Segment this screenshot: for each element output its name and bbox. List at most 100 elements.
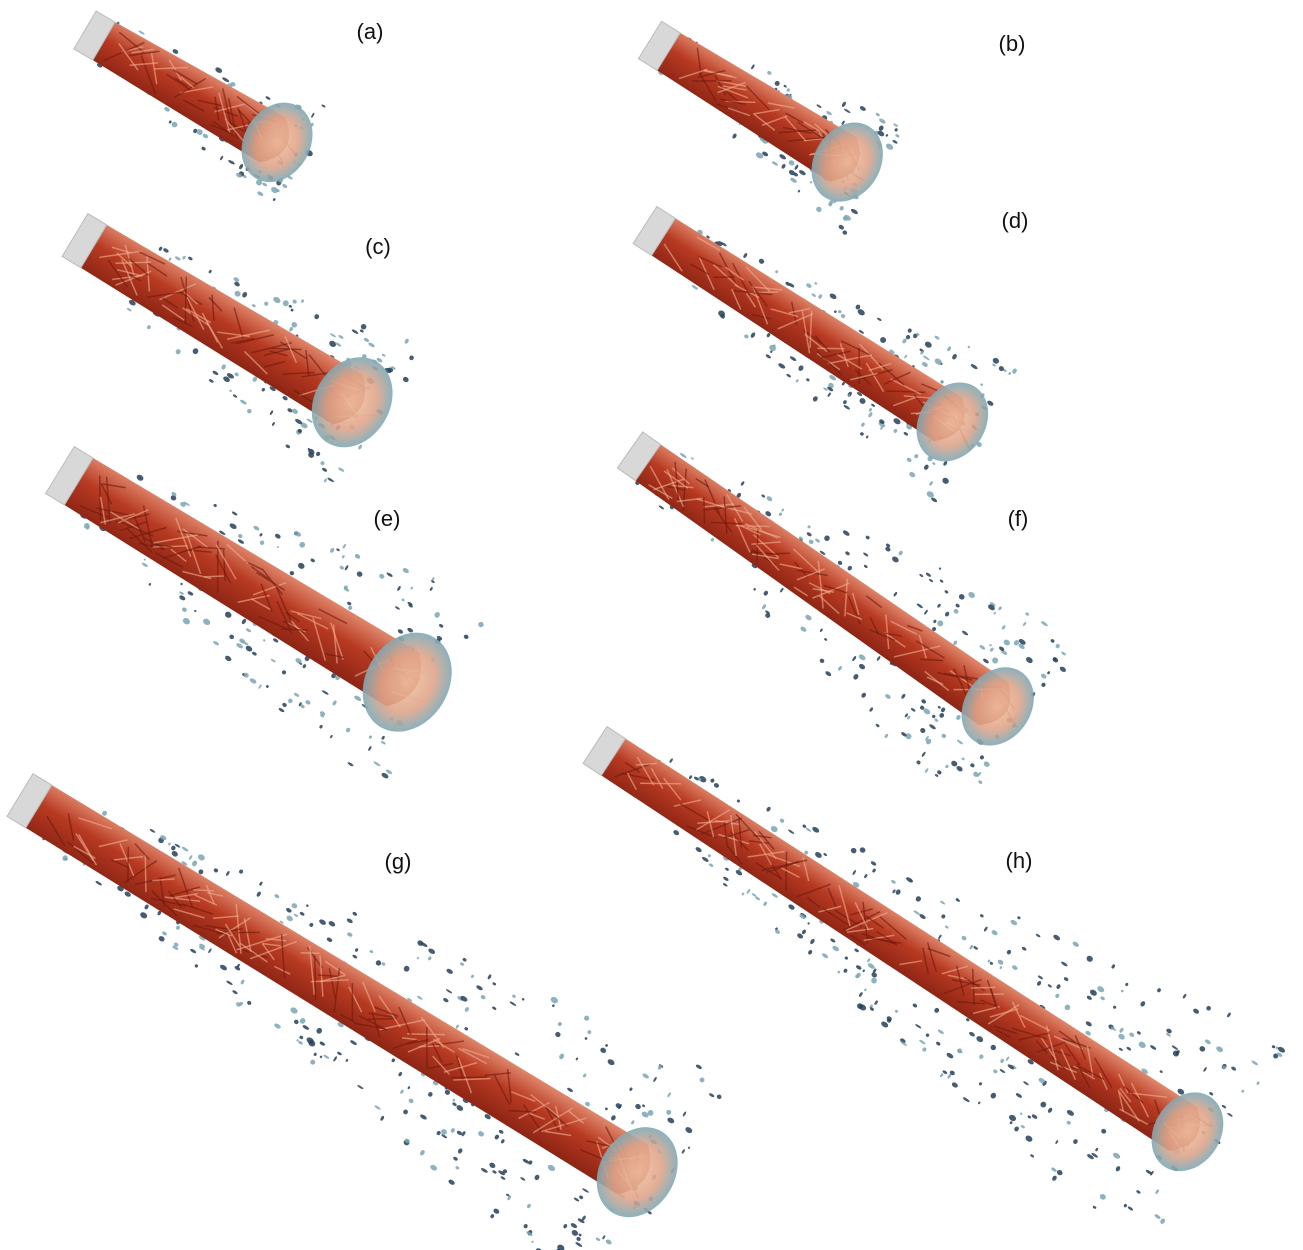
droplet <box>171 121 179 129</box>
droplet <box>263 301 269 307</box>
droplet <box>855 964 862 970</box>
droplet <box>563 1223 568 1229</box>
droplet <box>837 970 841 974</box>
droplet <box>1139 1000 1146 1007</box>
droplet <box>490 1213 495 1218</box>
droplet <box>859 846 867 854</box>
droplet <box>181 846 189 852</box>
droplet <box>850 208 859 215</box>
droplet <box>582 1188 590 1194</box>
droplet <box>346 918 353 925</box>
droplet <box>202 133 209 139</box>
droplet <box>175 925 181 931</box>
droplet <box>915 895 922 902</box>
droplet <box>327 477 335 483</box>
droplet <box>554 1031 561 1038</box>
droplet <box>870 977 878 985</box>
droplet <box>978 1101 981 1105</box>
droplet <box>1256 1081 1260 1086</box>
droplet <box>910 707 916 712</box>
droplet <box>898 550 904 556</box>
droplet <box>578 1233 582 1237</box>
droplet <box>763 590 769 597</box>
droplet <box>1060 961 1068 967</box>
droplet <box>1117 1033 1126 1041</box>
droplet <box>758 258 765 265</box>
droplet <box>265 685 269 689</box>
droplet <box>189 948 196 954</box>
droplet <box>1066 1120 1072 1125</box>
droplet <box>368 342 376 348</box>
droplet <box>208 269 212 274</box>
droplet <box>281 670 287 676</box>
jet <box>617 0 910 236</box>
droplet <box>699 1077 706 1084</box>
panel-label: (f) <box>1008 506 1029 531</box>
droplet <box>378 573 385 580</box>
droplet <box>374 1105 381 1111</box>
droplet <box>789 355 797 362</box>
droplet <box>982 658 989 665</box>
droplet <box>575 1241 583 1247</box>
droplet <box>302 664 307 669</box>
droplet <box>806 531 812 537</box>
droplet <box>1111 964 1116 970</box>
droplet <box>333 1056 338 1062</box>
droplet <box>407 627 414 634</box>
droplet <box>859 105 867 112</box>
droplet <box>436 1130 442 1136</box>
droplet <box>839 205 845 211</box>
droplet <box>373 761 381 767</box>
droplet <box>1072 941 1080 948</box>
droplet <box>1008 372 1012 376</box>
droplet <box>1056 983 1062 989</box>
droplet <box>945 764 949 769</box>
droplet <box>893 123 898 128</box>
droplet <box>576 1236 582 1242</box>
droplet <box>61 854 68 862</box>
droplet <box>180 582 183 585</box>
droplet <box>926 490 936 499</box>
droplet <box>1171 1045 1178 1051</box>
droplet <box>229 634 235 640</box>
droplet <box>804 614 812 622</box>
droplet <box>787 829 794 835</box>
droplet <box>547 1164 557 1173</box>
droplet <box>1050 1167 1057 1173</box>
droplet <box>257 190 265 197</box>
droplet <box>688 1146 691 1149</box>
droplet <box>521 998 524 1001</box>
droplet <box>480 1167 488 1174</box>
droplet <box>1030 1154 1035 1158</box>
droplet <box>452 1156 458 1162</box>
droplet <box>523 1223 529 1229</box>
droplet <box>225 870 230 876</box>
droplet <box>862 969 865 972</box>
droplet <box>787 903 795 911</box>
droplet <box>939 1073 943 1078</box>
droplet <box>602 1235 606 1240</box>
droplet <box>629 1087 633 1092</box>
droplet <box>1112 1151 1121 1160</box>
droplet <box>338 334 344 339</box>
droplet <box>427 956 432 961</box>
droplet <box>821 952 829 959</box>
droplet <box>494 1134 500 1141</box>
droplet <box>934 773 938 777</box>
droplet <box>658 505 664 510</box>
droplet <box>978 1054 984 1060</box>
droplet <box>1023 1081 1029 1086</box>
droplet <box>342 543 347 549</box>
droplet <box>285 444 291 449</box>
droplet <box>768 344 777 353</box>
droplet <box>509 1001 517 1007</box>
droplet <box>682 1111 687 1117</box>
droplet <box>871 403 876 407</box>
droplet <box>1136 1031 1141 1036</box>
droplet <box>232 989 239 995</box>
droplet <box>1031 1113 1038 1119</box>
droplet <box>463 634 469 640</box>
droplet <box>999 1068 1006 1073</box>
droplet <box>944 925 949 929</box>
droplet <box>427 947 436 955</box>
